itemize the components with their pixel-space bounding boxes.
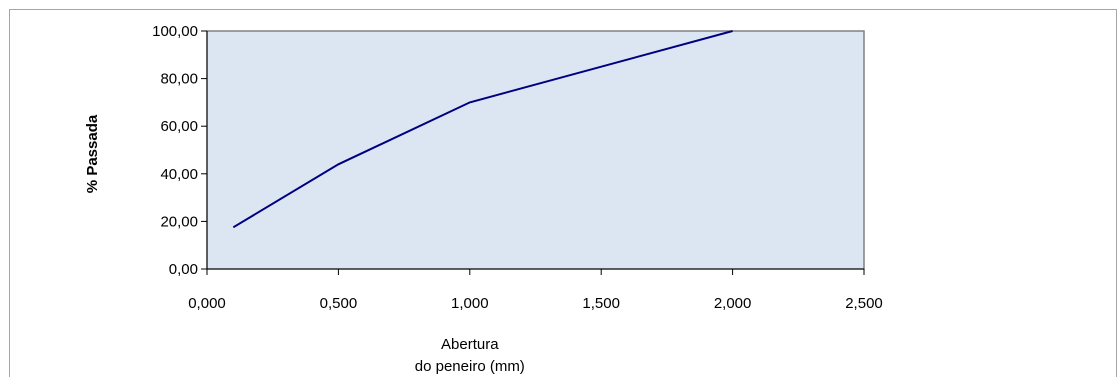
y-tick-label: 20,00	[160, 213, 198, 230]
x-tick-label: 1,500	[582, 295, 620, 312]
y-axis: 0,00 20,00 40,00 60,00 80,00 100,00	[152, 23, 208, 278]
plot-area	[206, 30, 865, 270]
x-axis-title-line-2: do peneiro (mm)	[415, 358, 525, 375]
y-tick-label: 60,00	[160, 118, 198, 135]
x-tick-label: 0,500	[320, 295, 358, 312]
y-tick-label: 80,00	[160, 71, 198, 88]
x-tick-label: 0,000	[188, 295, 226, 312]
y-axis-title: % Passada	[84, 114, 101, 193]
x-tick-label: 2,500	[845, 295, 883, 312]
x-axis: 0,000 0,500 1,000 1,500 2,000 2,500	[188, 268, 883, 312]
series-line	[232, 30, 733, 229]
y-tick-label: 100,00	[152, 23, 198, 40]
x-tick-label: 1,000	[451, 295, 489, 312]
x-axis-title-line-1: Abertura	[441, 336, 499, 353]
y-tick-label: 0,00	[169, 261, 198, 278]
y-tick-label: 40,00	[160, 166, 198, 183]
x-tick-label: 2,000	[714, 295, 752, 312]
